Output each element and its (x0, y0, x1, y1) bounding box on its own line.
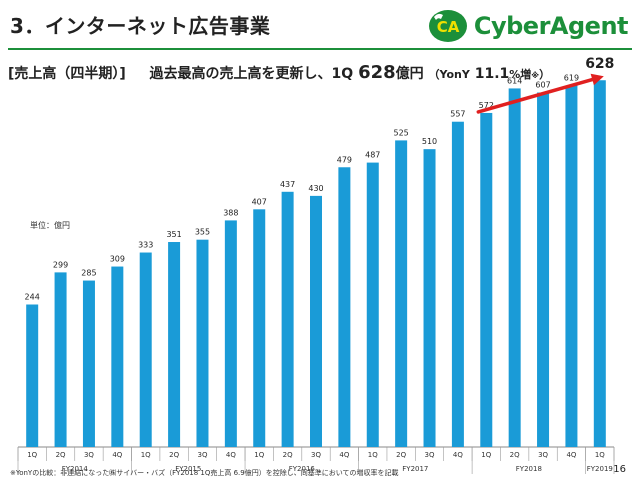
bar-10 (281, 191, 294, 447)
bar-15 (423, 149, 436, 447)
page-title: 3．インターネット広告事業 (10, 14, 271, 38)
data-label-19: 607 (535, 81, 550, 90)
data-label-21: 628 (585, 56, 614, 72)
bar-7 (196, 239, 209, 447)
bar-17 (480, 112, 493, 448)
fiscal-year-label-4: FY2017 (402, 465, 428, 473)
bar-9 (253, 209, 266, 447)
headline-unit: 億円 (395, 66, 424, 82)
data-label-15: 510 (422, 137, 437, 146)
fiscal-year-label-6: FY2019 (587, 465, 613, 473)
x-tick-10: 2Q (283, 451, 293, 459)
x-tick-18: 2Q (510, 451, 520, 459)
bar-8 (224, 220, 237, 447)
data-label-18: 614 (507, 76, 522, 85)
x-tick-6: 2Q (169, 451, 179, 459)
unit-label: 単位：億円 (30, 221, 70, 230)
data-label-7: 355 (195, 228, 210, 237)
header-divider (8, 48, 632, 50)
section-label: [売上高（四半期）] (8, 66, 126, 82)
bar-11 (310, 195, 322, 447)
fiscal-year-label-2: FY2015 (175, 465, 201, 473)
cyberagent-logo: CA CyberAgent (428, 6, 629, 46)
data-label-9: 407 (252, 197, 267, 206)
bar-2 (54, 272, 67, 447)
bar-16 (451, 121, 464, 447)
data-label-12: 479 (337, 155, 352, 164)
data-label-13: 487 (365, 151, 380, 160)
data-label-14: 525 (394, 128, 409, 137)
bar-20 (565, 85, 578, 447)
page-number: 16 (613, 464, 626, 475)
x-tick-14: 2Q (396, 451, 406, 459)
footnote: ※YonYの比較：非連結になった㈱サイバー・バズ（FY2018 1Q売上高 6.… (10, 469, 399, 477)
x-tick-16: 4Q (453, 451, 463, 459)
bar-1 (26, 304, 39, 447)
trend-arrow-shaft (476, 77, 595, 114)
bar-12 (338, 167, 351, 447)
data-label-3: 285 (81, 269, 96, 278)
bar-5 (139, 252, 152, 447)
trend-arrow-head (590, 73, 604, 86)
x-tick-7: 3Q (197, 451, 207, 459)
x-tick-3: 3Q (84, 451, 94, 459)
data-label-6: 351 (166, 230, 181, 239)
data-label-11: 430 (308, 184, 323, 193)
headline-value: 628 (358, 62, 396, 83)
x-tick-20: 4Q (566, 451, 576, 459)
data-label-4: 309 (110, 255, 125, 264)
yoy-mark: ※ (531, 71, 540, 80)
yoy-open: （YonY (428, 68, 470, 81)
yoy-close: ） (539, 68, 551, 81)
x-tick-11: 3Q (311, 451, 321, 459)
fiscal-year-label-1: FY2014 (62, 465, 89, 473)
x-tick-13: 1Q (368, 451, 378, 459)
bar-3 (82, 280, 95, 447)
x-tick-4: 4Q (112, 451, 122, 459)
data-label-16: 557 (450, 110, 465, 119)
data-label-17: 572 (479, 101, 494, 110)
x-tick-12: 4Q (339, 451, 349, 459)
x-tick-17: 1Q (481, 451, 491, 459)
cyberagent-logo-icon: CA (428, 10, 467, 42)
data-label-2: 299 (53, 260, 68, 269)
yoy-value: 11.1 (474, 66, 510, 82)
data-label-1: 244 (25, 293, 40, 302)
data-label-10: 437 (280, 180, 295, 189)
x-tick-19: 3Q (538, 451, 548, 459)
headline-lead: 過去最高の売上高を更新し、1Q (149, 66, 354, 82)
fiscal-year-label-3: FY2016 (289, 465, 316, 473)
x-tick-5: 1Q (141, 451, 151, 459)
logo-mark-text: CA (437, 18, 460, 36)
x-tick-2: 2Q (56, 451, 66, 459)
data-label-8: 388 (223, 208, 238, 217)
fiscal-year-label-5: FY2018 (516, 465, 542, 473)
bar-14 (395, 140, 408, 447)
bar-4 (111, 266, 124, 447)
logo-text: CyberAgent (473, 12, 629, 40)
x-tick-1: 1Q (27, 451, 37, 459)
bar-18 (508, 88, 521, 447)
bar-6 (168, 242, 181, 447)
x-tick-9: 1Q (254, 451, 264, 459)
yoy-unit: %増 (509, 68, 532, 81)
bar-13 (366, 162, 379, 448)
bar-21 (593, 80, 606, 448)
data-label-5: 333 (138, 241, 153, 250)
x-tick-21: 1Q (595, 451, 605, 459)
chart-headline: [売上高（四半期）] 過去最高の売上高を更新し、1Q 628億円 （YonY 1… (8, 62, 550, 83)
x-tick-15: 3Q (425, 451, 435, 459)
bar-19 (537, 92, 550, 448)
data-label-20: 619 (564, 74, 579, 83)
x-tick-8: 4Q (226, 451, 236, 459)
